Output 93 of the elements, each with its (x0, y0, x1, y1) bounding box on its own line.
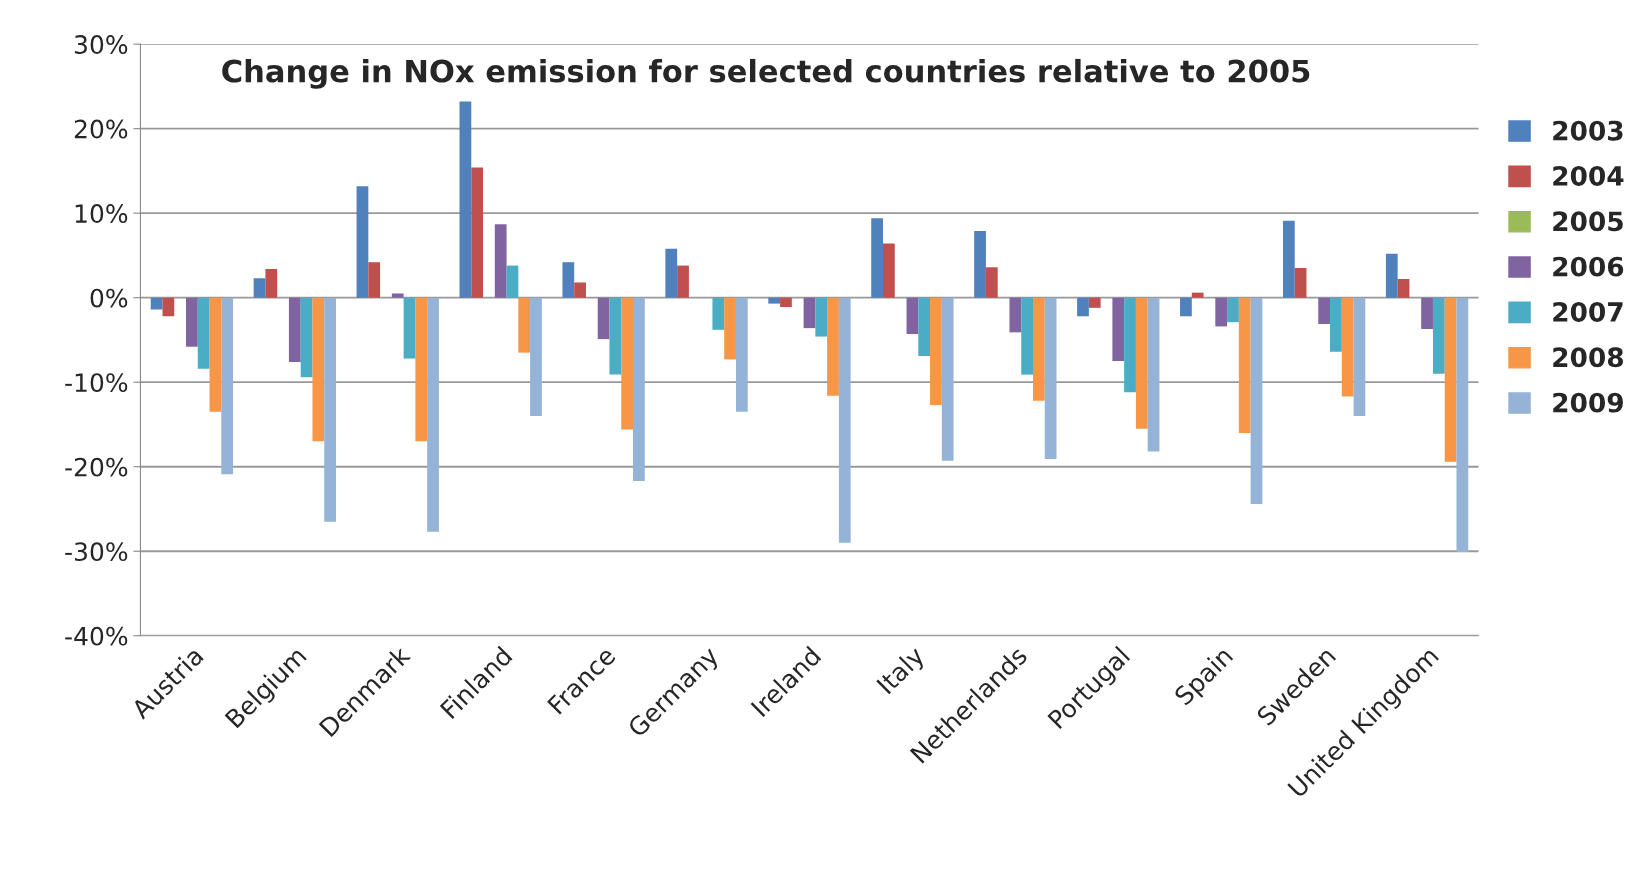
bar (883, 243, 895, 298)
bar (930, 297, 942, 406)
bar (265, 268, 278, 298)
bar (1250, 297, 1263, 504)
bar (221, 297, 234, 475)
bar (677, 265, 689, 298)
bar (530, 297, 542, 417)
legend-label: 2007 (1553, 301, 1623, 322)
bar (1009, 297, 1022, 333)
bar (1077, 297, 1089, 317)
bar (918, 297, 931, 357)
bar (324, 297, 336, 522)
bar (1180, 297, 1192, 317)
bar (494, 224, 507, 298)
bar (1385, 253, 1398, 298)
bar (197, 297, 210, 369)
bar (1341, 297, 1354, 397)
y-tick-label: 30% (74, 35, 128, 54)
bar (459, 101, 472, 298)
bar (471, 167, 484, 298)
bar (609, 297, 622, 375)
bar (871, 218, 883, 298)
bar (574, 282, 586, 298)
bar (1124, 297, 1136, 393)
bar (1032, 297, 1045, 401)
bar (1444, 297, 1457, 462)
bar (162, 297, 175, 317)
bar (1215, 297, 1228, 327)
bar (1227, 297, 1239, 323)
bar (1088, 297, 1101, 308)
bar (518, 297, 531, 353)
bar (403, 297, 416, 359)
bar (768, 297, 781, 304)
bar (803, 297, 816, 329)
bar (1282, 220, 1295, 298)
bar (356, 186, 369, 298)
bar (724, 297, 736, 360)
chart-title: Change in NOx emission for selected countries relative to 2005 (222, 58, 1310, 89)
bar (1112, 297, 1125, 362)
bar (186, 297, 198, 347)
bar (1330, 297, 1342, 352)
bar (368, 262, 381, 298)
bar (621, 297, 634, 430)
bar (712, 297, 725, 330)
bar (906, 297, 919, 335)
legend-label: 2006 (1553, 256, 1624, 277)
bar (1238, 297, 1251, 433)
bar (735, 297, 748, 412)
bar (780, 297, 792, 307)
bar (562, 262, 575, 298)
legend-label: 2009 (1553, 392, 1623, 413)
bar (597, 297, 610, 340)
bar (815, 297, 828, 337)
y-tick-label: 0% (90, 288, 128, 308)
y-tick-label: -40% (65, 626, 128, 646)
y-tick-label: 10% (75, 204, 128, 224)
bar (391, 293, 404, 298)
bar (1456, 297, 1469, 553)
bar (1135, 297, 1148, 429)
bar (985, 267, 998, 298)
bar (1294, 268, 1307, 298)
bar (1147, 297, 1160, 452)
bar (415, 297, 428, 442)
bar (253, 278, 266, 298)
y-tick-label: -30% (65, 542, 128, 562)
bar (312, 297, 325, 442)
bar (1318, 297, 1331, 324)
bar (1353, 297, 1366, 417)
legend-label: 2004 (1553, 166, 1624, 186)
legend-label: 2003 (1553, 120, 1623, 141)
bar (150, 297, 163, 310)
bar (506, 265, 519, 298)
bar (1021, 297, 1033, 375)
y-tick-label: -20% (65, 457, 128, 477)
bar (209, 297, 222, 412)
y-tick-label: 20% (74, 119, 128, 139)
bar (838, 297, 851, 543)
bar (1397, 279, 1410, 298)
legend-label: 2005 (1553, 211, 1623, 232)
bar (633, 297, 645, 482)
bar (300, 297, 313, 378)
bar (1421, 297, 1433, 329)
bar (427, 297, 439, 532)
bar (1044, 297, 1057, 460)
bar (1432, 297, 1445, 374)
bar (288, 297, 301, 362)
bar (665, 248, 678, 298)
bar (974, 230, 986, 298)
y-tick-label: -10% (65, 373, 128, 393)
bar (1191, 292, 1204, 298)
bar (827, 297, 839, 396)
bar (941, 297, 954, 461)
legend-label: 2008 (1553, 347, 1624, 368)
